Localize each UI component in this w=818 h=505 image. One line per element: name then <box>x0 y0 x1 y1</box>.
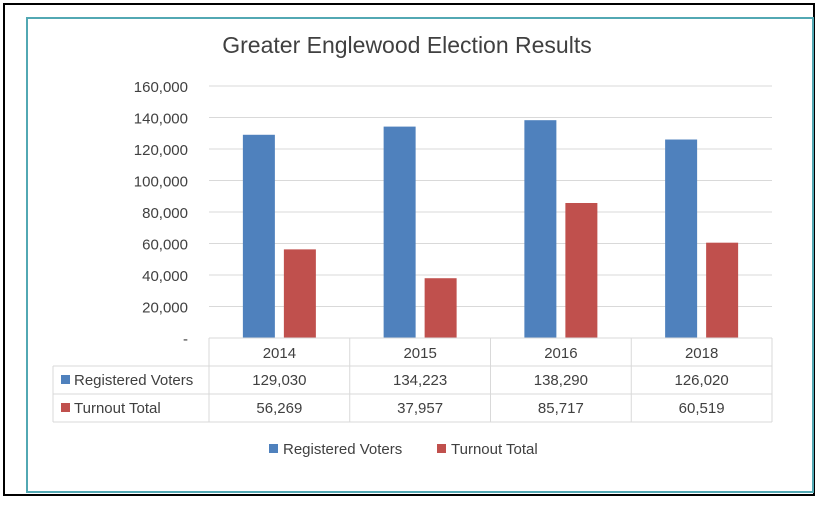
table-cell-value: 126,020 <box>675 372 729 389</box>
y-tick-label: 80,000 <box>142 205 188 222</box>
y-tick-label: - <box>183 331 188 348</box>
table-cell-value: 60,519 <box>679 400 725 417</box>
table-legend-key <box>61 375 70 384</box>
bar-turnout-total-2014 <box>283 249 316 338</box>
legend-label: Registered Voters <box>283 441 402 458</box>
y-tick-label: 120,000 <box>134 142 188 159</box>
table-cell-value: 85,717 <box>538 400 584 417</box>
bar-registered-voters-2018 <box>665 139 698 338</box>
bar-turnout-total-2018 <box>706 242 739 338</box>
table-cell-value: 138,290 <box>534 372 588 389</box>
y-tick-label: 100,000 <box>134 174 188 191</box>
x-category-label: 2014 <box>263 345 296 362</box>
bar-turnout-total-2016 <box>565 202 598 338</box>
bar-registered-voters-2016 <box>524 120 557 338</box>
table-cell-value: 56,269 <box>256 400 302 417</box>
bar-turnout-total-2015 <box>424 278 457 338</box>
legend-label: Turnout Total <box>451 441 538 458</box>
x-category-label: 2016 <box>544 345 577 362</box>
y-tick-label: 20,000 <box>142 300 188 317</box>
table-cell-value: 37,957 <box>397 400 443 417</box>
y-tick-label: 140,000 <box>134 111 188 128</box>
table-series-name: Registered Voters <box>74 372 193 389</box>
y-tick-label: 60,000 <box>142 237 188 254</box>
y-tick-label: 160,000 <box>134 79 188 96</box>
bar-registered-voters-2014 <box>242 134 275 338</box>
chart-title: Greater Englewood Election Results <box>222 32 591 58</box>
legend-key <box>269 444 278 453</box>
table-cell-value: 134,223 <box>393 372 447 389</box>
y-tick-label: 40,000 <box>142 268 188 285</box>
x-category-label: 2018 <box>685 345 718 362</box>
table-series-name: Turnout Total <box>74 400 161 417</box>
table-legend-key <box>61 403 70 412</box>
table-cell-value: 129,030 <box>252 372 306 389</box>
x-category-label: 2015 <box>403 345 436 362</box>
legend-key <box>437 444 446 453</box>
bar-registered-voters-2015 <box>383 126 416 338</box>
